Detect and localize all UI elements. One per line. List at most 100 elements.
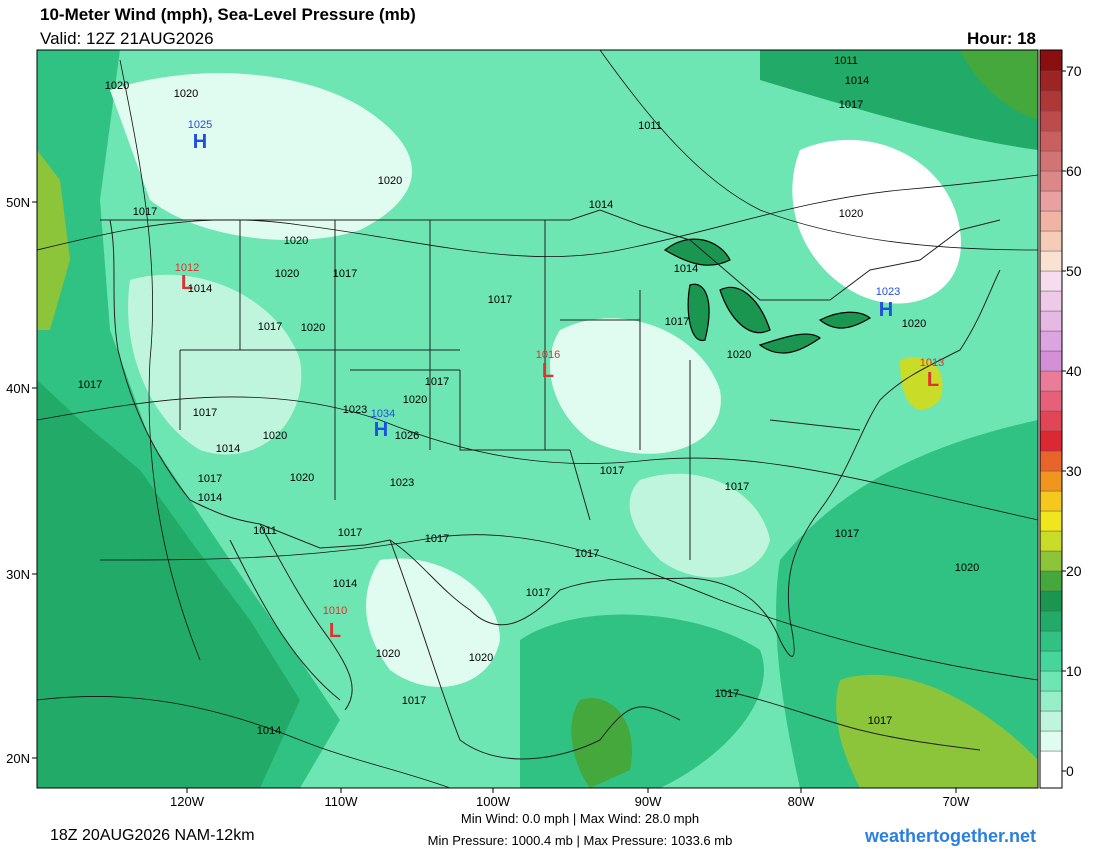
lon-label: 120W	[170, 794, 205, 809]
pressure-label: 1020	[301, 322, 325, 334]
colorbar-tick-label: 50	[1066, 263, 1082, 279]
colorbar-segment	[1039, 690, 1063, 712]
calm-area	[128, 274, 302, 455]
pressure-label: 1017	[665, 316, 689, 328]
colorbar-segment	[1039, 150, 1063, 172]
lon-label: 70W	[943, 794, 970, 809]
pressure-label: 1017	[425, 533, 449, 545]
calm-area	[366, 558, 500, 687]
pressure-label: 1020	[290, 472, 314, 484]
site-credit: weathertogether.net	[864, 826, 1036, 846]
pressure-label: 1014	[333, 578, 357, 590]
colorbar-segment	[1039, 350, 1063, 372]
coastal-low-wind	[900, 357, 943, 410]
pressure-label: 1020	[403, 394, 427, 406]
pressure-label: 1020	[284, 235, 308, 247]
pressure-label: 1017	[333, 268, 357, 280]
pressure-label: 1020	[902, 318, 926, 330]
colorbar-segment	[1039, 750, 1063, 789]
colorbar-segment	[1039, 210, 1063, 232]
pressure-center: H	[193, 131, 207, 153]
colorbar-segment	[1039, 90, 1063, 112]
pressure-label: 1020	[263, 430, 287, 442]
colorbar-segment	[1039, 550, 1063, 572]
pressure-label: 1014	[188, 283, 212, 295]
isobars	[37, 50, 1038, 788]
pressure-center: L	[329, 620, 341, 642]
pressure-label: 1017	[575, 548, 599, 560]
colorbar-segment	[1039, 130, 1063, 152]
pressure-label: 1014	[845, 75, 869, 87]
colorbar-tick-label: 20	[1066, 563, 1082, 579]
forecast-hour: Hour: 18	[967, 29, 1036, 48]
pressure-label: 1017	[402, 695, 426, 707]
lon-label: 100W	[476, 794, 511, 809]
colorbar-tick-label: 0	[1066, 763, 1074, 779]
colorbar-segment	[1039, 570, 1063, 592]
colorbar-segment	[1039, 390, 1063, 412]
pressure-label: 1010	[323, 605, 347, 617]
colorbar-segment	[1039, 610, 1063, 632]
pressure-label: 1011	[638, 120, 662, 132]
pressure-label: 1013	[920, 357, 944, 369]
map-title: 10-Meter Wind (mph), Sea-Level Pressure …	[40, 5, 416, 24]
pressure-label: 1020	[376, 648, 400, 660]
pressure-label: 1026	[395, 430, 419, 442]
political-boundaries	[100, 209, 1001, 760]
calm-area	[110, 73, 413, 240]
pressure-label: 1020	[275, 268, 299, 280]
lat-label: 50N	[6, 195, 30, 210]
colorbar-segment	[1039, 730, 1063, 752]
pressure-label: 1014	[257, 725, 281, 737]
pressure-label: 1023	[343, 404, 367, 416]
pressure-label: 1017	[526, 587, 550, 599]
pressure-label: 1025	[188, 119, 212, 131]
colorbar-segment	[1039, 270, 1063, 292]
colorbar-segment	[1039, 470, 1063, 492]
pressure-label: 1020	[105, 80, 129, 92]
pressure-center: L	[181, 272, 193, 294]
colorbar-tick-label: 10	[1066, 663, 1082, 679]
pressure-label: 1023	[390, 477, 414, 489]
pressure-label: 1020	[469, 652, 493, 664]
calm-area	[550, 318, 721, 454]
pressure-label: 1020	[174, 88, 198, 100]
lat-label: 20N	[6, 751, 30, 766]
pressure-label: 1017	[715, 688, 739, 700]
lon-label: 110W	[325, 794, 359, 809]
pressure-label: 1017	[338, 527, 362, 539]
pressure-label: 1014	[589, 199, 613, 211]
pressure-label: 1034	[371, 408, 395, 420]
colorbar-segment	[1039, 110, 1063, 132]
colorbar-tick-label: 70	[1066, 63, 1082, 79]
colorbar-segment	[1039, 250, 1063, 272]
colorbar-segment	[1039, 170, 1063, 192]
pressure-center: H	[374, 419, 388, 441]
colorbar-segment	[1039, 510, 1063, 532]
pressure-label: 1017	[133, 206, 157, 218]
model-run: 18Z 20AUG2026 NAM-12km	[50, 827, 255, 844]
labrador-wind	[760, 50, 1038, 150]
wind-stats: Min Wind: 0.0 mph | Max Wind: 28.0 mph	[461, 811, 699, 826]
pressure-label: 1017	[425, 376, 449, 388]
colorbar-segment	[1039, 670, 1063, 692]
colorbar-segment	[1039, 650, 1063, 672]
pressure-center: L	[542, 360, 554, 382]
pressure-label: 1017	[488, 294, 512, 306]
colorbar-segment	[1039, 290, 1063, 312]
colorbar-segment	[1039, 190, 1063, 212]
pressure-label: 1017	[835, 528, 859, 540]
pressure-label: 1014	[674, 263, 698, 275]
pressure-label: 1017	[258, 321, 282, 333]
colorbar-tick-label: 40	[1066, 363, 1082, 379]
pressure-label: 1017	[198, 473, 222, 485]
pressure-label: 1017	[868, 715, 892, 727]
calm-area	[792, 139, 961, 304]
colorbar-segment	[1039, 590, 1063, 612]
caribbean-wind	[836, 674, 1038, 788]
pressure-label: 1023	[876, 286, 900, 298]
colorbar-segment	[1039, 410, 1063, 432]
great-lakes	[663, 238, 872, 354]
pressure-label: 1017	[600, 465, 624, 477]
